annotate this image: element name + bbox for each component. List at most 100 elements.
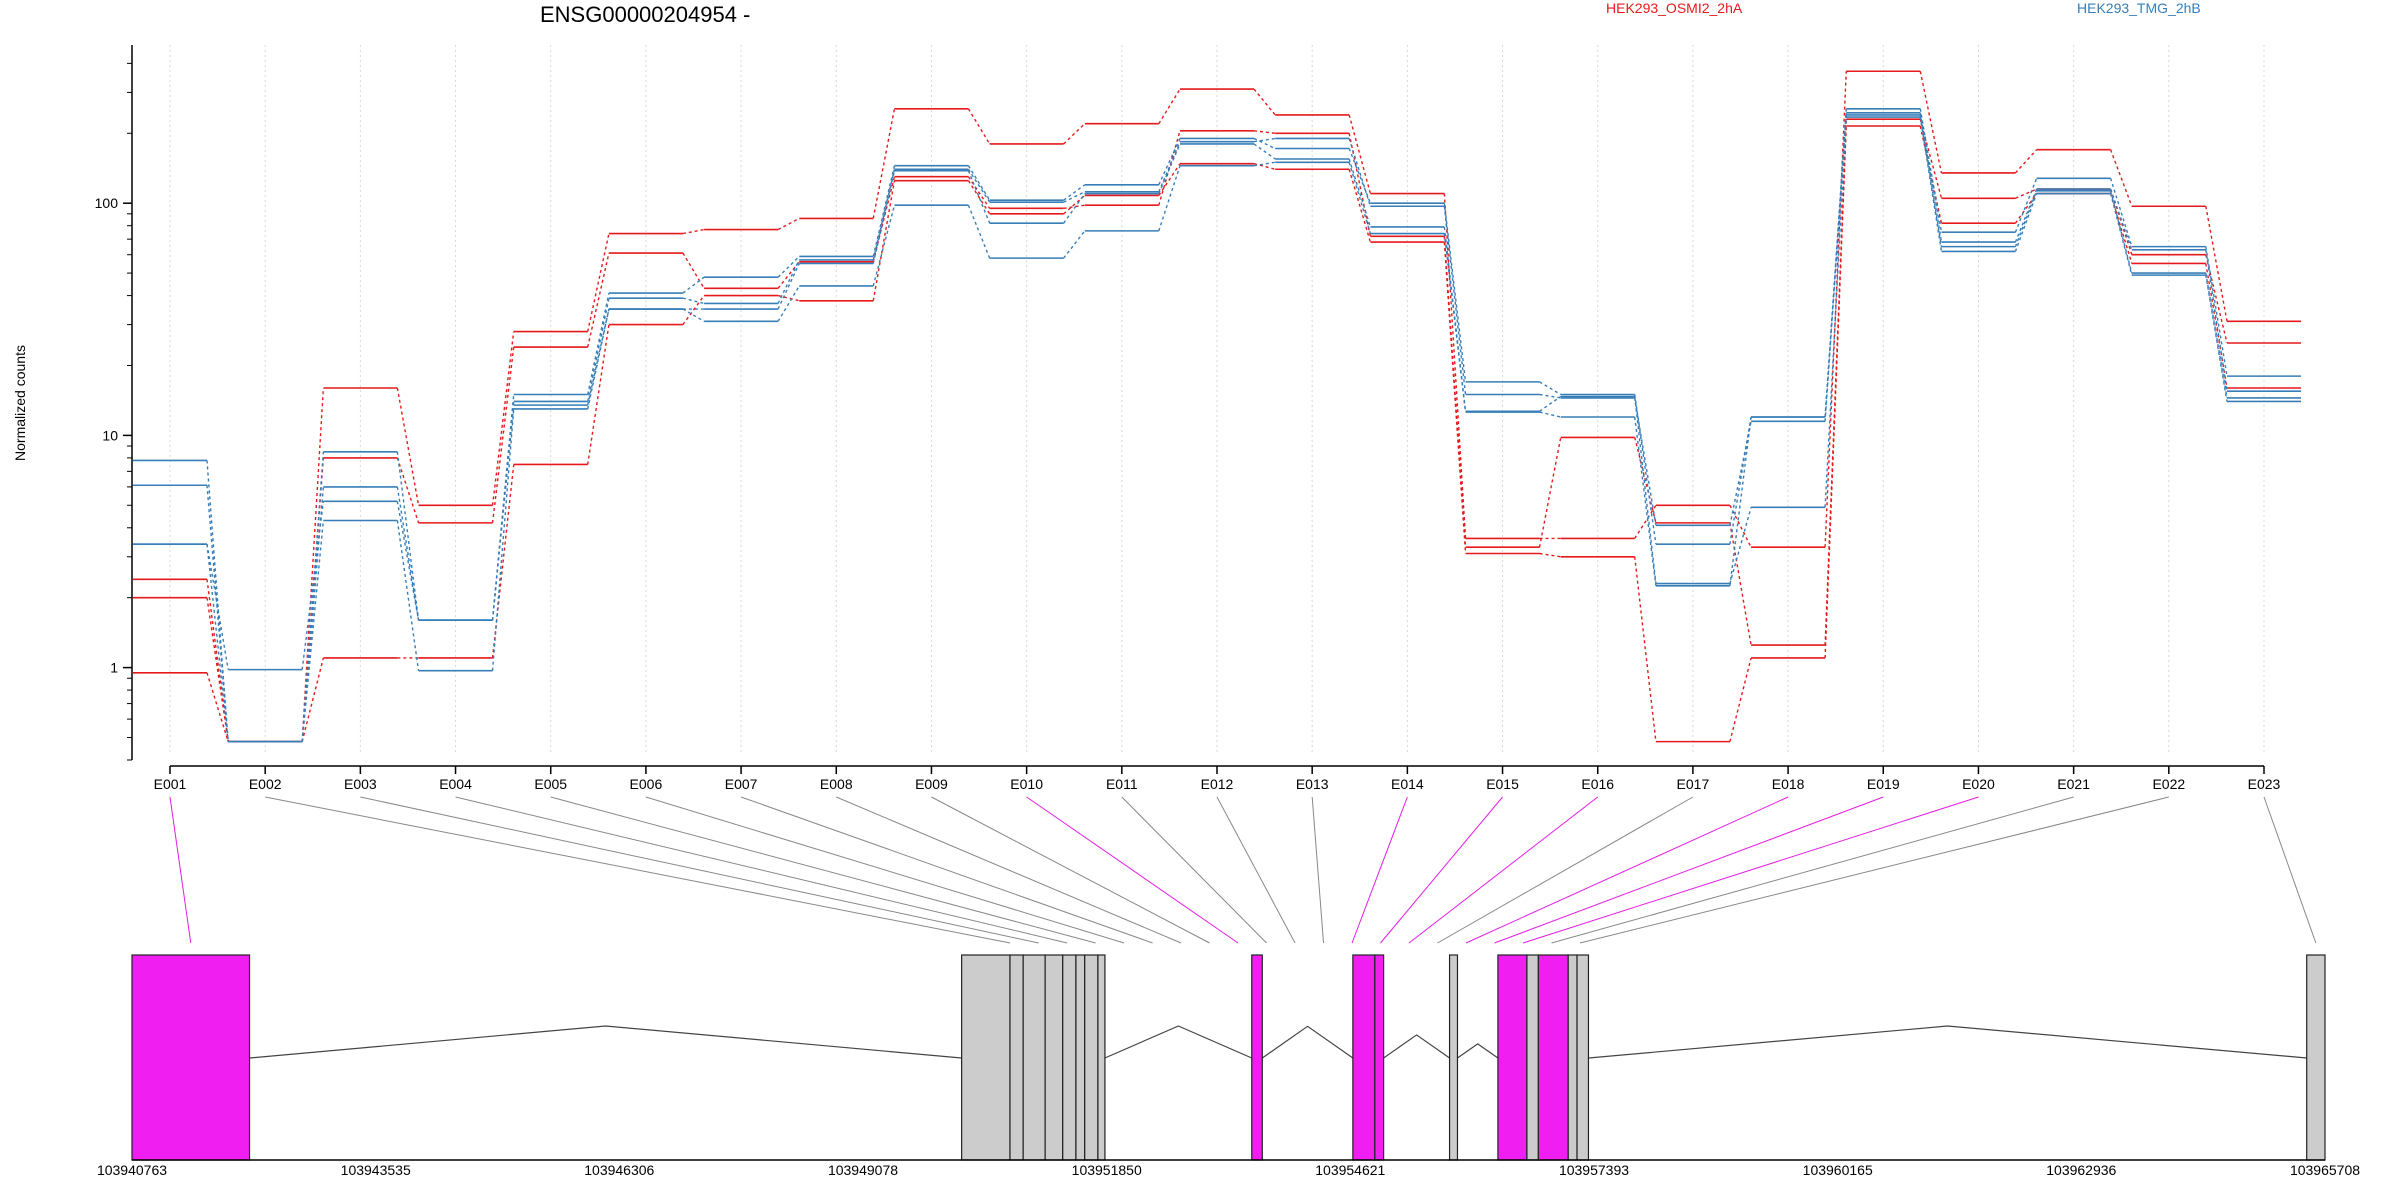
exon-box <box>1044 954 1064 1161</box>
series-tmg-6-connector <box>491 408 515 671</box>
exon-box <box>1537 954 1569 1161</box>
series-tmg-4-connector <box>967 168 991 203</box>
series-osmi-1-connector <box>587 252 610 348</box>
series-tmg-6-connector <box>206 544 229 742</box>
series-tmg-6-connector <box>1919 116 1943 252</box>
series-tmg-3-connector <box>2014 178 2038 233</box>
series-osmi-1-connector <box>777 261 800 289</box>
series-osmi-0-connector <box>2014 149 2038 174</box>
exon-box <box>961 954 1011 1161</box>
x-tick-label-e010: E010 <box>1010 776 1043 792</box>
series-osmi-2-connector <box>1063 194 1086 215</box>
series-tmg-5-connector <box>2014 190 2038 247</box>
coordinate-tick-label: 103940763 <box>97 1162 167 1178</box>
exon-box <box>1448 954 1459 1161</box>
series-tmg-5-connector <box>587 308 610 406</box>
x-tick-label-e007: E007 <box>725 776 758 792</box>
series-tmg-5-connector <box>777 263 800 310</box>
series-tmg-4-connector <box>682 297 705 305</box>
x-tick-label-e006: E006 <box>630 776 663 792</box>
series-tmg-6-connector <box>872 205 896 287</box>
series-tmg-4-connector <box>1634 397 1657 526</box>
exon-link-line <box>1026 796 1239 944</box>
series-osmi-1-connector <box>2015 188 2037 199</box>
exon-box <box>1062 954 1077 1161</box>
series-tmg-3-connector <box>1634 394 1657 545</box>
exon-link-line <box>645 796 1125 944</box>
series-osmi-0-connector <box>1443 193 1467 539</box>
x-tick-label-e021: E021 <box>2057 776 2090 792</box>
series-osmi-1-connector <box>1253 130 1276 134</box>
coordinate-tick-label: 103951850 <box>1072 1162 1142 1178</box>
series-osmi-2-connector <box>1158 163 1181 196</box>
series-tmg-5-connector <box>1348 158 1372 228</box>
series-tmg-6-connector <box>1348 162 1372 234</box>
exon-box <box>1374 954 1385 1161</box>
series-osmi-2-connector <box>491 464 515 659</box>
exon-link-line <box>1121 796 1267 944</box>
intron-line <box>1588 1025 2307 1059</box>
exon-link-line <box>1579 796 2169 944</box>
series-tmg-3-connector <box>1253 137 1276 150</box>
coordinate-tick-label: 103954621 <box>1315 1162 1385 1178</box>
x-tick-label-e017: E017 <box>1677 776 1710 792</box>
exon-link-line <box>1465 796 1789 944</box>
series-tmg-5-connector <box>1729 507 1752 584</box>
series-osmi-1-connector <box>967 176 991 209</box>
exon-link-line <box>455 796 1068 944</box>
series-osmi-0-connector <box>2205 206 2228 322</box>
series-osmi-0-connector <box>1348 114 1372 194</box>
x-tick-label-e016: E016 <box>1581 776 1614 792</box>
series-tmg-6-connector <box>1729 416 1752 586</box>
series-osmi-0-connector <box>1063 123 1086 145</box>
series-tmg-5-connector <box>1919 114 1943 247</box>
series-tmg-3-connector <box>587 292 610 395</box>
x-tick-label-e003: E003 <box>344 776 377 792</box>
intron-line <box>1457 1043 1499 1059</box>
series-tmg-5-connector <box>2109 190 2133 274</box>
series-tmg-5-connector <box>1253 143 1276 160</box>
exon-link-line <box>1351 796 1408 944</box>
series-osmi-0-connector <box>777 217 800 231</box>
exon-link-line <box>931 796 1210 944</box>
series-tmg-6-connector <box>587 308 610 410</box>
intron-line <box>1104 1025 1252 1059</box>
series-tmg-6-connector <box>1063 230 1086 259</box>
exon-link-line <box>836 796 1182 944</box>
series-osmi-2-connector <box>2014 193 2038 224</box>
x-tick-label-e022: E022 <box>2152 776 2185 792</box>
y-tick-label: 100 <box>95 195 119 211</box>
exon-box <box>2306 954 2326 1161</box>
series-tmg-4-connector <box>2014 188 2038 243</box>
series-osmi-0-connector <box>872 108 896 219</box>
exon-box <box>1251 954 1263 1161</box>
series-tmg-4-connector <box>2205 249 2228 392</box>
exon-box <box>1084 954 1099 1161</box>
exon-link-line <box>1494 796 1884 944</box>
series-tmg-5-connector <box>1539 395 1562 412</box>
series-tmg-6-connector <box>1539 411 1561 418</box>
series-tmg-5-connector <box>1158 143 1181 194</box>
series-osmi-1-connector <box>1634 437 1657 524</box>
series-osmi-2-connector <box>777 294 800 302</box>
coordinate-tick-label: 103957393 <box>1559 1162 1629 1178</box>
exon-link-line <box>1380 796 1503 944</box>
series-tmg-6-connector <box>2014 193 2038 252</box>
series-osmi-1-connector <box>396 457 420 524</box>
x-tick-label-e001: E001 <box>154 776 187 792</box>
x-tick-label-e015: E015 <box>1486 776 1519 792</box>
exon-link-line <box>1216 796 1296 944</box>
exon-link-line <box>2263 796 2317 944</box>
series-tmg-3-connector <box>1919 108 1943 233</box>
exon-link-line <box>169 796 192 944</box>
series-osmi-0-connector <box>1919 71 1943 174</box>
coordinate-tick-label: 103943535 <box>341 1162 411 1178</box>
series-tmg-4-connector <box>1539 393 1561 399</box>
series-tmg-6-connector <box>1158 165 1181 232</box>
x-tick-label-e019: E019 <box>1867 776 1900 792</box>
series-osmi-1-connector <box>1729 522 1752 646</box>
series-tmg-4-connector <box>1063 191 1086 203</box>
series-osmi-2-connector <box>301 657 325 742</box>
series-osmi-0-connector <box>1253 88 1276 116</box>
